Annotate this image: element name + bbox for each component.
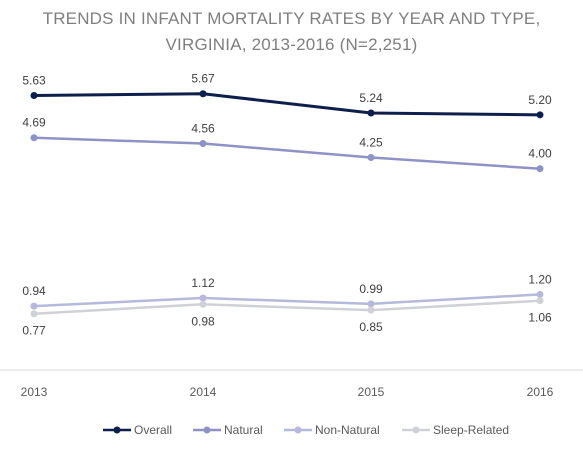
data-point-overall-2016 — [536, 111, 544, 119]
data-label-natural-2016: 4.00 — [528, 147, 552, 161]
series-line-non-natural — [32, 293, 542, 308]
legend: Overall Natural Non-Natural Sleep-Related — [103, 423, 509, 437]
data-point-natural-2013 — [30, 134, 38, 142]
data-label-natural-2015: 4.25 — [359, 135, 383, 149]
data-point-natural-2016 — [536, 165, 544, 173]
legend-label-natural: Natural — [224, 423, 263, 437]
series-line-sleep-related — [32, 299, 542, 315]
data-point-overall-2015 — [367, 109, 375, 117]
series-line-natural — [32, 136, 542, 170]
x-tick-label-2013: 2013 — [21, 385, 48, 399]
x-tick-label-2016: 2016 — [527, 385, 554, 399]
data-labels: 5.63 5.67 5.24 5.20 4.69 4.56 4.25 4.00 0.94 1.12… — [22, 72, 552, 338]
data-label-non-natural-2014: 1.12 — [191, 276, 215, 290]
chart-subtitle: VIRGINIA, 2013-2016 (N=2,251) — [165, 35, 418, 54]
data-label-non-natural-2015: 0.99 — [359, 282, 383, 296]
legend-label-overall: Overall — [134, 423, 172, 437]
data-label-overall-2015: 5.24 — [359, 91, 383, 105]
x-tick-label-2014: 2014 — [190, 385, 217, 399]
data-point-sleep-related-2016 — [536, 297, 544, 305]
data-point-sleep-related-2014 — [199, 300, 207, 308]
x-axis-ticks: 2013 2014 2015 2016 — [21, 385, 554, 399]
data-point-non-natural-2015 — [367, 300, 375, 308]
data-label-overall-2016: 5.20 — [528, 93, 552, 107]
data-point-sleep-related-2013 — [30, 310, 38, 318]
data-label-non-natural-2013: 0.94 — [22, 284, 46, 298]
chart-title: TRENDS IN INFANT MORTALITY RATES BY YEAR… — [42, 9, 541, 28]
legend-marker-overall — [113, 426, 121, 434]
legend-label-sleep-related: Sleep-Related — [433, 423, 509, 437]
series-layer — [30, 90, 544, 318]
data-label-natural-2013: 4.69 — [22, 116, 46, 130]
data-point-overall-2013 — [30, 92, 38, 100]
data-label-non-natural-2016: 1.20 — [528, 272, 552, 286]
data-point-non-natural-2016 — [536, 290, 544, 298]
data-point-overall-2014 — [199, 90, 207, 98]
data-label-overall-2014: 5.67 — [191, 72, 215, 86]
data-label-overall-2013: 5.63 — [22, 74, 46, 88]
data-label-sleep-related-2016: 1.06 — [528, 311, 552, 325]
data-label-sleep-related-2014: 0.98 — [191, 314, 215, 328]
data-label-sleep-related-2015: 0.85 — [359, 320, 383, 334]
legend-label-non-natural: Non-Natural — [315, 423, 380, 437]
legend-marker-sleep-related — [412, 426, 420, 434]
data-point-non-natural-2013 — [30, 302, 38, 310]
data-point-natural-2014 — [199, 140, 207, 148]
data-point-natural-2015 — [367, 153, 375, 161]
x-tick-label-2015: 2015 — [358, 385, 385, 399]
legend-marker-natural — [203, 426, 211, 434]
data-point-sleep-related-2015 — [367, 306, 375, 314]
legend-marker-non-natural — [294, 426, 302, 434]
series-line-overall — [32, 92, 542, 117]
data-point-non-natural-2014 — [199, 294, 207, 302]
data-label-natural-2014: 4.56 — [191, 122, 215, 136]
data-label-sleep-related-2013: 0.77 — [22, 324, 46, 338]
